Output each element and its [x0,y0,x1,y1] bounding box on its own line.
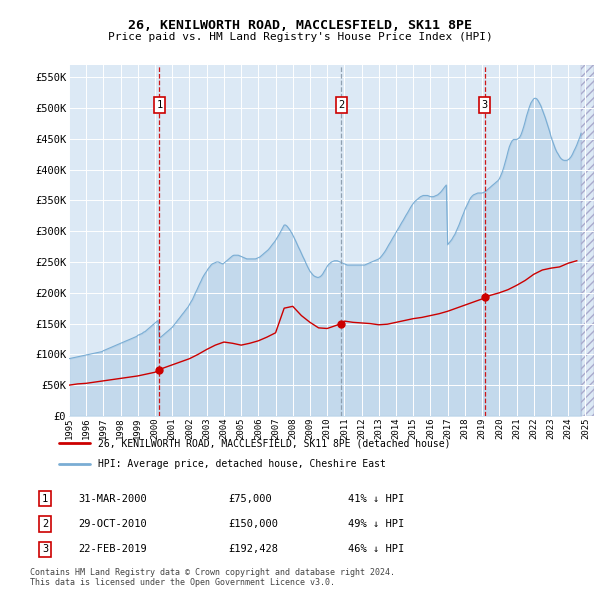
Text: 46% ↓ HPI: 46% ↓ HPI [348,545,404,554]
Text: 31-MAR-2000: 31-MAR-2000 [78,494,147,503]
Text: 22-FEB-2019: 22-FEB-2019 [78,545,147,554]
Text: 41% ↓ HPI: 41% ↓ HPI [348,494,404,503]
Text: Contains HM Land Registry data © Crown copyright and database right 2024.
This d: Contains HM Land Registry data © Crown c… [30,568,395,587]
Text: 49% ↓ HPI: 49% ↓ HPI [348,519,404,529]
Text: 3: 3 [481,100,488,110]
Text: HPI: Average price, detached house, Cheshire East: HPI: Average price, detached house, Ches… [98,459,386,469]
Text: £150,000: £150,000 [228,519,278,529]
Text: 26, KENILWORTH ROAD, MACCLESFIELD, SK11 8PE (detached house): 26, KENILWORTH ROAD, MACCLESFIELD, SK11 … [98,438,451,448]
Text: 2: 2 [338,100,344,110]
Text: 3: 3 [42,545,48,554]
Text: 26, KENILWORTH ROAD, MACCLESFIELD, SK11 8PE: 26, KENILWORTH ROAD, MACCLESFIELD, SK11 … [128,19,472,32]
Text: 1: 1 [156,100,163,110]
Text: 1: 1 [42,494,48,503]
Text: 2: 2 [42,519,48,529]
Text: Price paid vs. HM Land Registry's House Price Index (HPI): Price paid vs. HM Land Registry's House … [107,32,493,42]
Text: £75,000: £75,000 [228,494,272,503]
Text: 29-OCT-2010: 29-OCT-2010 [78,519,147,529]
Text: £192,428: £192,428 [228,545,278,554]
